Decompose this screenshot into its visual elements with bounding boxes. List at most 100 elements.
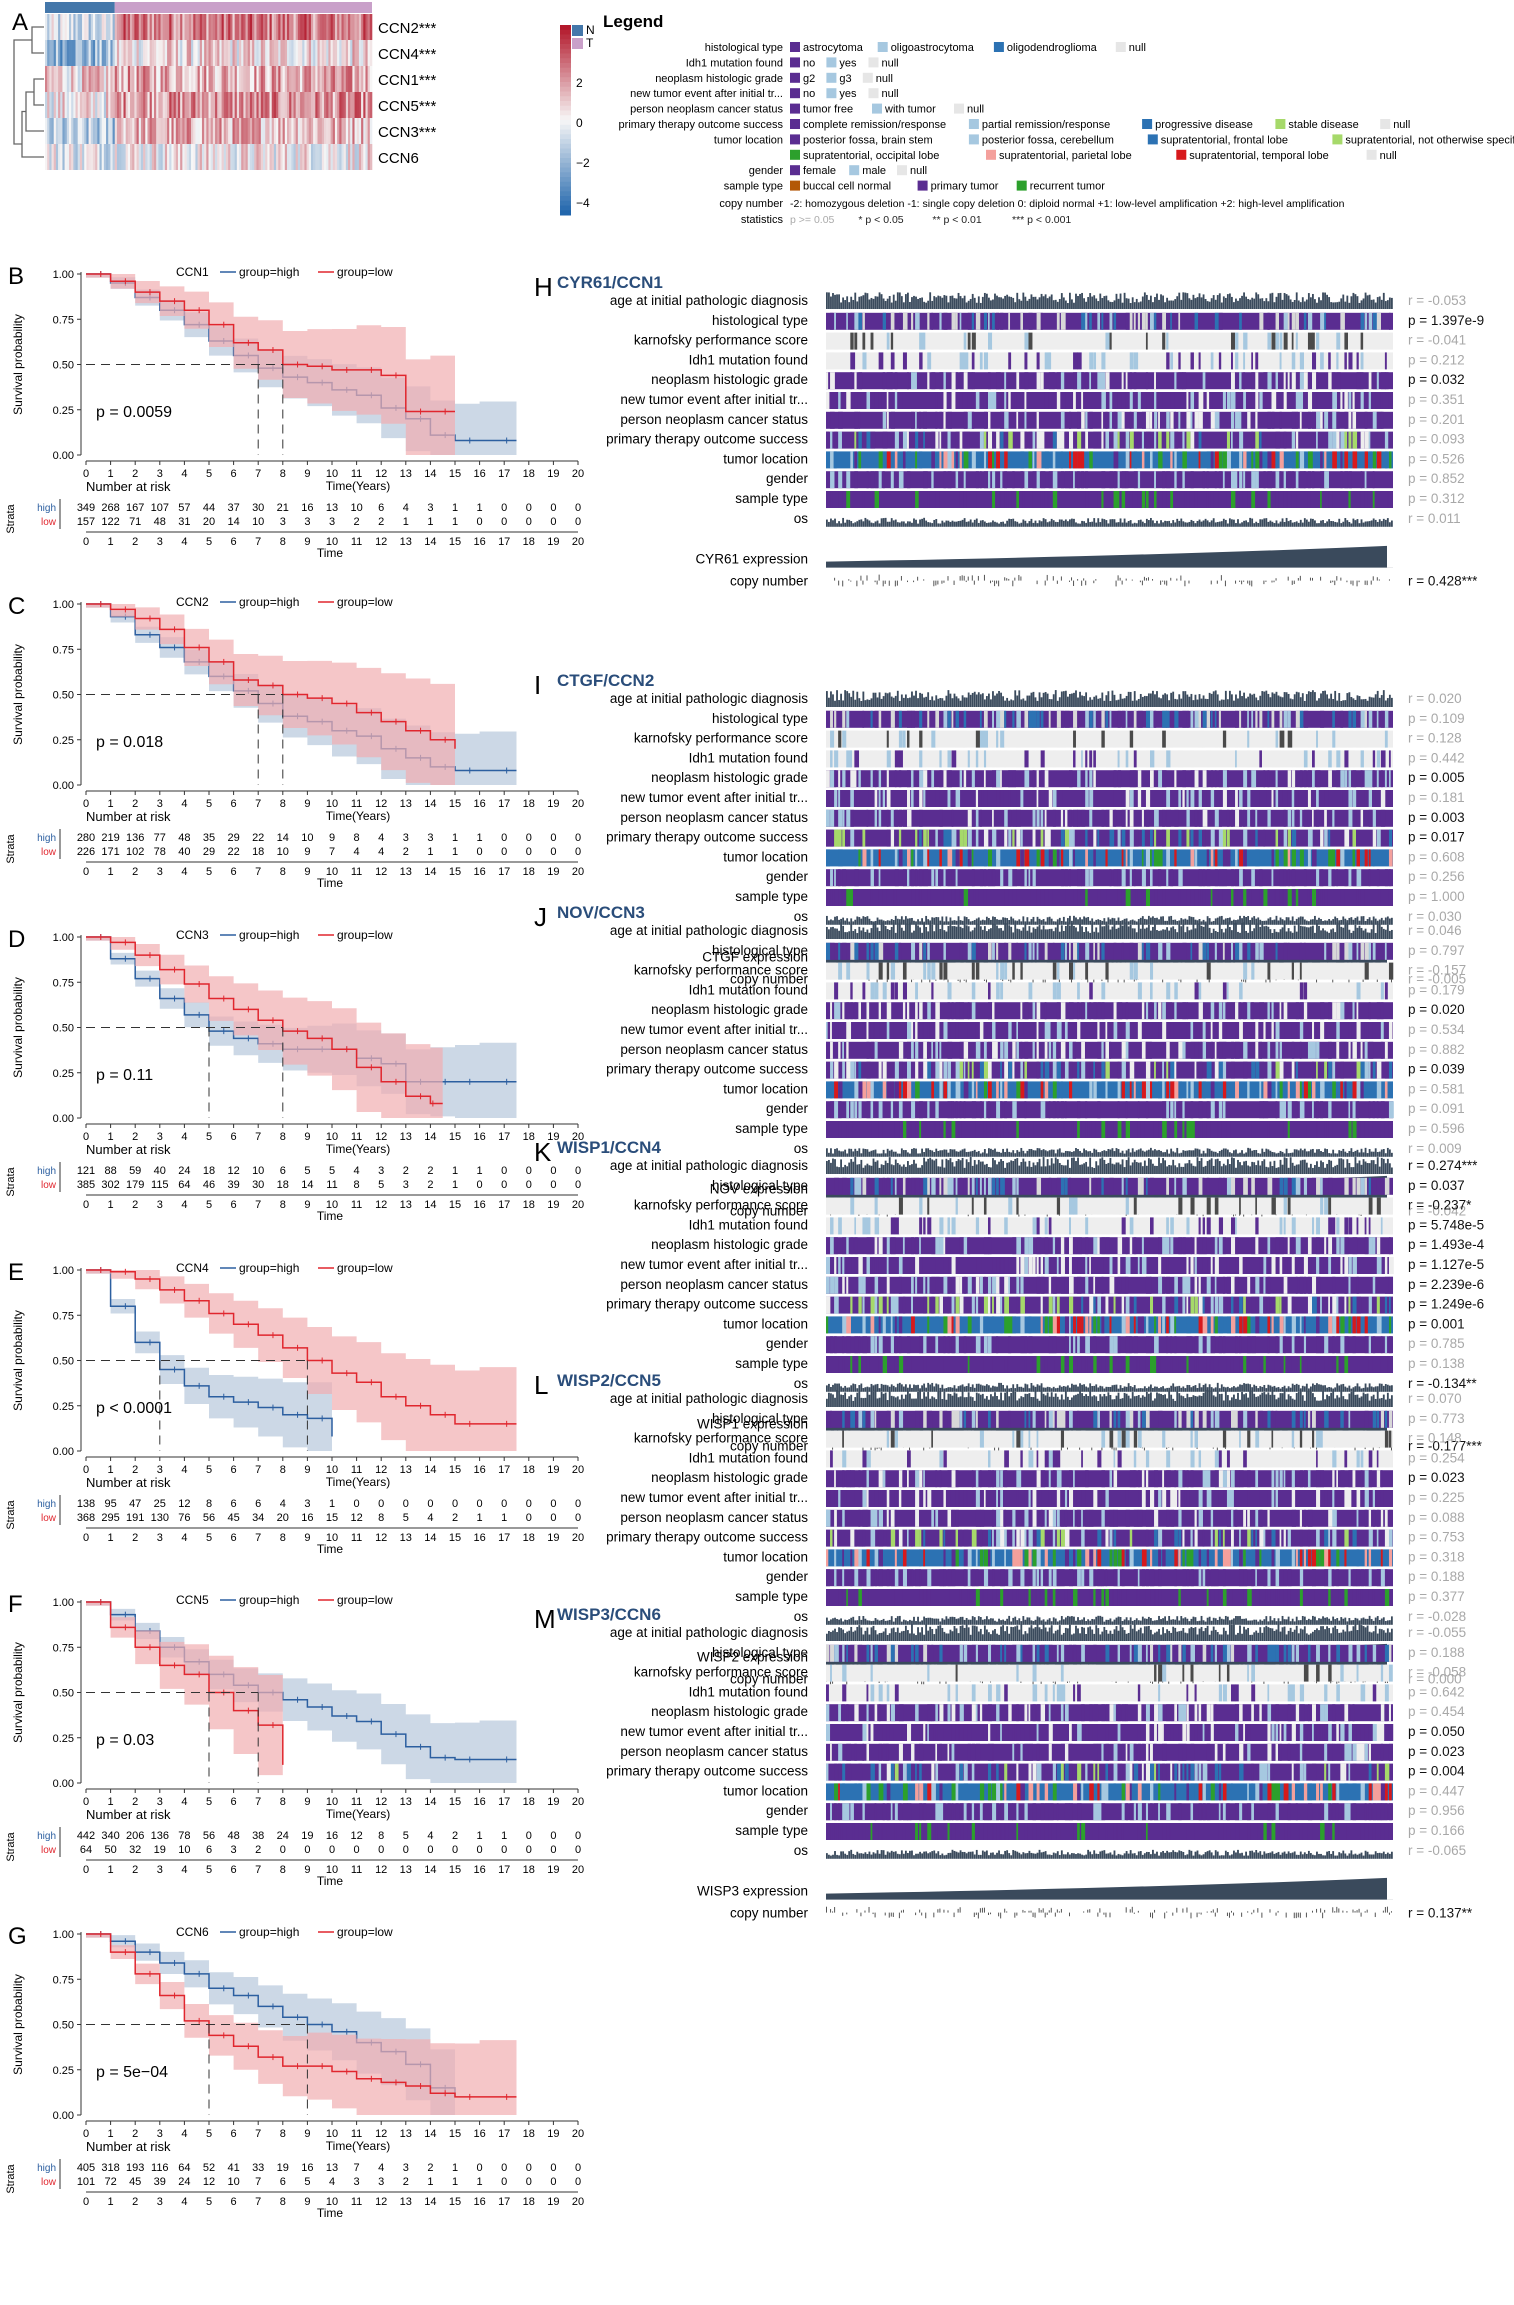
heatmap-cell — [249, 118, 253, 144]
track-cell — [1210, 770, 1214, 788]
track-cell — [1048, 889, 1053, 906]
track-cell — [1279, 471, 1282, 489]
track-cell — [1259, 312, 1264, 330]
track-cell — [898, 750, 904, 768]
heatmap-cell — [106, 92, 109, 118]
track-bar — [1073, 692, 1075, 707]
track-cell — [959, 431, 963, 449]
track-cell — [1356, 889, 1359, 906]
track-bar — [1184, 292, 1187, 309]
heatmap-cell — [267, 40, 270, 66]
track-cell — [1036, 352, 1040, 370]
track-cell — [1332, 392, 1337, 409]
track-cell — [1283, 710, 1288, 728]
track-bar — [1202, 294, 1205, 309]
track-cell — [1356, 869, 1362, 887]
track-cell — [1101, 431, 1104, 449]
track-cell — [1004, 710, 1007, 728]
heatmap-cell — [188, 40, 192, 66]
track-cell — [826, 710, 831, 728]
track-cell — [992, 750, 995, 768]
risk-x-tick-label: 9 — [304, 1864, 310, 1876]
risk-count: 0 — [550, 1165, 556, 1177]
copy-number-bar — [1265, 580, 1267, 582]
heatmap-cell — [99, 66, 102, 92]
track-cell — [1150, 889, 1155, 906]
track-cell — [1093, 829, 1097, 847]
heatmap-cell — [95, 66, 98, 92]
track-bar — [998, 919, 1000, 925]
track-bar — [1026, 917, 1029, 925]
risk-x-tick-label: 15 — [449, 1864, 461, 1876]
track-cell — [1267, 730, 1270, 748]
track-cell — [1174, 431, 1179, 449]
annotation-track — [826, 849, 1393, 867]
track-cell — [935, 730, 938, 748]
track-cell — [1295, 790, 1299, 807]
heatmap-cell — [66, 92, 70, 118]
risk-count: 0 — [477, 516, 483, 528]
track-cell — [1198, 392, 1204, 409]
heatmap-cell — [263, 66, 266, 92]
track-bar — [1208, 301, 1211, 309]
risk-x-tick-label: 7 — [255, 1864, 261, 1876]
heatmap-cell — [223, 66, 227, 92]
track-cell — [826, 431, 830, 449]
track-cell — [1214, 352, 1219, 370]
heatmap-cell — [241, 14, 244, 40]
track-cell — [1291, 352, 1296, 370]
track-cell — [1129, 451, 1132, 469]
track-cell — [1295, 332, 1298, 350]
track-cell — [1275, 471, 1280, 489]
track-bar — [943, 522, 946, 527]
risk-x-tick-label: 1 — [108, 1864, 114, 1876]
heatmap-cell — [99, 118, 102, 144]
track-cell — [858, 770, 861, 788]
risk-count: 56 — [203, 1512, 215, 1524]
heatmap-cell — [188, 14, 192, 40]
track-cell — [1239, 312, 1242, 330]
track-bar — [985, 293, 988, 309]
track-cell — [1016, 889, 1019, 906]
track-cell — [1036, 809, 1040, 827]
track-cell — [886, 770, 889, 788]
track-cell — [1097, 491, 1101, 508]
track-cell — [898, 352, 903, 370]
track-bar — [1056, 301, 1059, 309]
panel-a: A CCN2***CCN4***CCN1***CCN5***CCN3***CCN6… — [12, 2, 1514, 226]
heatmap-cell — [315, 92, 318, 118]
track-cell — [1376, 451, 1382, 469]
track-bar — [1265, 298, 1268, 309]
track-cell — [1064, 829, 1070, 847]
track-cell — [1206, 332, 1210, 350]
track-cell — [1243, 372, 1245, 390]
track-cell — [1125, 869, 1128, 887]
risk-count: 0 — [501, 1165, 507, 1177]
heatmap-cell — [282, 66, 286, 92]
copy-number-bar — [1287, 576, 1289, 581]
track-cell — [886, 889, 892, 906]
heatmap-cell — [191, 118, 194, 144]
track-cell — [919, 730, 923, 748]
heatmap-cell — [358, 14, 362, 40]
legend-low-label: group=low — [337, 928, 393, 942]
track-bar — [892, 697, 895, 707]
track-bar — [1259, 298, 1262, 309]
color-scale-step — [560, 134, 571, 140]
track-cell — [1052, 471, 1058, 489]
track-cell — [1299, 372, 1305, 390]
track-cell — [1109, 790, 1114, 807]
heatmap-cell — [58, 14, 61, 40]
track-cell — [838, 790, 841, 807]
track-bar — [1022, 292, 1025, 309]
track-cell — [834, 770, 837, 788]
heatmap-cell — [127, 118, 131, 144]
track-cell — [1316, 372, 1319, 390]
color-scale-step — [560, 186, 571, 192]
track-bar — [955, 920, 958, 925]
track-bar — [1289, 299, 1292, 309]
heatmap-cell — [291, 66, 294, 92]
track-cell — [1364, 471, 1367, 489]
track-cell — [1101, 710, 1105, 728]
track-cell — [1044, 770, 1049, 788]
